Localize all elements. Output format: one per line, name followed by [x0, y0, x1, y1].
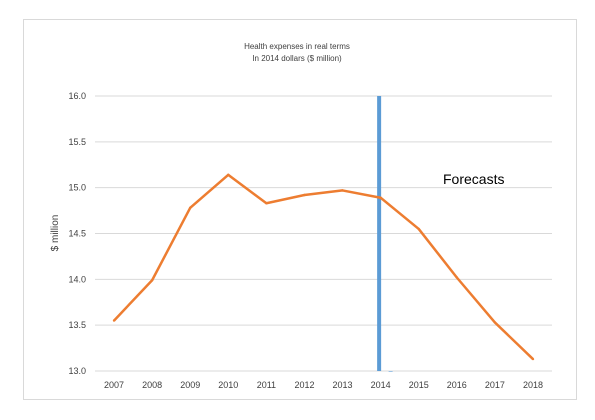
chart-title: Health expenses in real terms: [244, 42, 350, 51]
series-line: [113, 173, 534, 360]
y-tick-label: 13.0: [68, 366, 86, 376]
data-point: [341, 189, 344, 192]
data-point: [227, 173, 230, 177]
x-tick-label: 2008: [142, 380, 162, 390]
y-axis-title: $ million: [50, 215, 61, 252]
data-point: [493, 321, 497, 324]
y-tick-label: 16.0: [68, 91, 86, 101]
x-tick-label: 2016: [447, 380, 467, 390]
data-point: [417, 227, 420, 231]
data-point: [379, 196, 382, 199]
data-point: [455, 276, 458, 279]
data-point: [189, 206, 192, 210]
series-group: [112, 173, 535, 361]
x-tick-label: 2014: [371, 380, 391, 390]
y-tick-label: 15.0: [68, 183, 86, 193]
x-tick-label: 2007: [104, 380, 124, 390]
x-tick-label: 2009: [180, 380, 200, 390]
data-point: [112, 319, 116, 322]
chart-frame: [23, 19, 577, 400]
data-point: [150, 279, 154, 282]
y-tick-label: 13.5: [68, 320, 86, 330]
forecast-marker: [377, 96, 393, 372]
x-tick-label: 2012: [294, 380, 314, 390]
x-tick-label: 2018: [523, 380, 543, 390]
x-tick-label: 2011: [257, 380, 276, 390]
data-point: [265, 202, 268, 205]
y-tick-labels: 13.0 13.5 14.0 14.5 15.0 15.5 16.0: [68, 91, 86, 376]
x-tick-label: 2013: [333, 380, 353, 390]
x-tick-label: 2010: [218, 380, 238, 390]
x-tick-label: 2017: [485, 380, 505, 390]
chart-subtitle: In 2014 dollars ($ million): [252, 54, 342, 63]
x-tick-label: 2015: [409, 380, 429, 390]
gridlines: [95, 95, 552, 372]
y-tick-label: 14.0: [68, 274, 86, 284]
data-point: [531, 357, 535, 361]
y-tick-label: 15.5: [68, 137, 86, 147]
x-tick-labels: 2007 2008 2009 2010 2011 2012 2013 2014 2015 2016…: [104, 380, 543, 390]
data-point: [303, 193, 306, 197]
y-tick-label: 14.5: [68, 229, 86, 239]
forecasts-annotation: Forecasts: [443, 171, 504, 187]
